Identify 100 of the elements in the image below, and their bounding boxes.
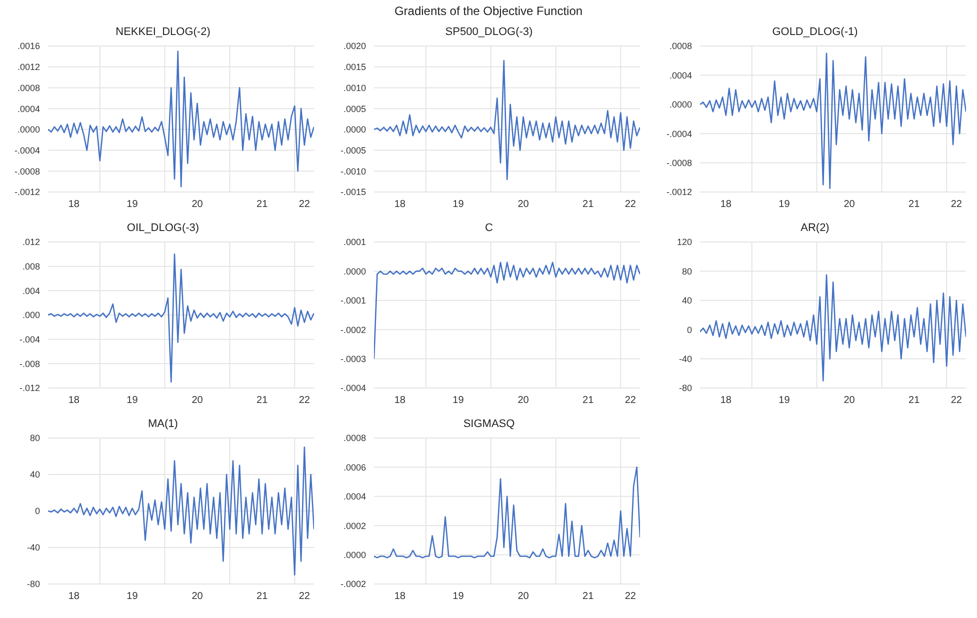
y-tick-label: -80 <box>678 383 692 394</box>
y-tick-label: -.012 <box>19 383 40 394</box>
line-series <box>374 466 640 558</box>
x-tick-label: 20 <box>844 199 856 210</box>
chart-title: SIGMASQ <box>462 417 516 432</box>
chart-title: C <box>484 221 494 236</box>
x-tick-label: 22 <box>298 395 310 406</box>
y-tick-label: 120 <box>676 237 692 248</box>
y-tick-label: -.0008 <box>666 158 692 168</box>
line-series <box>374 60 640 180</box>
x-tick-label: 19 <box>452 395 464 406</box>
y-tick-label: .0008 <box>17 82 40 93</box>
y-tick-label: -.0003 <box>340 354 366 364</box>
y-tick-label: .0000 <box>669 100 692 110</box>
x-tick-label: 18 <box>394 591 406 602</box>
y-tick-label: .0005 <box>343 104 366 114</box>
y-tick-label: -.0004 <box>14 145 40 156</box>
x-tick-label: 21 <box>908 395 920 406</box>
y-tick-label: -.0005 <box>340 145 366 156</box>
x-tick-label: 22 <box>624 591 636 602</box>
x-tick-label: 20 <box>192 395 204 406</box>
y-tick-label: .0016 <box>17 41 40 52</box>
x-tick-label: 19 <box>452 591 464 602</box>
x-tick-label: 18 <box>394 395 406 406</box>
chart-title: SP500_DLOG(-3) <box>444 25 534 40</box>
x-tick-label: 21 <box>582 395 594 406</box>
x-tick-label: 22 <box>950 395 962 406</box>
text: Gradients of the Objective Function <box>393 4 584 18</box>
x-tick-label: 22 <box>950 199 962 210</box>
y-tick-label: -.0002 <box>340 579 366 590</box>
y-tick-label: -.004 <box>19 334 40 345</box>
y-tick-label: -80 <box>26 579 40 590</box>
line-series <box>700 274 966 382</box>
chart-title: NEKKEI_DLOG(-2) <box>114 25 212 40</box>
x-tick-label: 19 <box>126 395 138 406</box>
y-tick-label: -.008 <box>19 358 40 369</box>
y-tick-label: .0000 <box>343 266 366 276</box>
y-tick-label: .0008 <box>343 433 366 444</box>
y-tick-label: .012 <box>22 237 40 248</box>
x-tick-label: 22 <box>298 199 310 210</box>
x-tick-label: 18 <box>68 395 80 406</box>
x-tick-label: 20 <box>518 199 530 210</box>
line-series <box>48 446 314 576</box>
y-tick-label: -.0004 <box>666 128 692 139</box>
y-tick-label: .0008 <box>669 41 692 52</box>
line-series <box>48 254 314 383</box>
x-tick-label: 18 <box>720 395 732 406</box>
chart-title: OIL_DLOG(-3) <box>126 221 200 236</box>
y-tick-label: .0000 <box>343 124 366 135</box>
x-tick-label: 21 <box>256 591 268 602</box>
y-tick-label: .0015 <box>343 62 366 72</box>
y-tick-label: .0002 <box>343 520 366 531</box>
x-tick-label: 22 <box>624 395 636 406</box>
x-tick-label: 19 <box>778 395 790 406</box>
chart-title: AR(2) <box>800 221 830 236</box>
x-tick-label: 19 <box>778 199 790 210</box>
line-series <box>700 52 966 189</box>
chart-title: MA(1) <box>147 417 179 432</box>
chart-title: GOLD_DLOG(-1) <box>771 25 859 40</box>
y-tick-label: 80 <box>30 433 40 444</box>
y-tick-label: -.0012 <box>666 187 692 198</box>
x-tick-label: 22 <box>298 591 310 602</box>
x-tick-label: 21 <box>256 199 268 210</box>
y-tick-label: -.0012 <box>14 187 40 198</box>
y-tick-label: -.0004 <box>340 383 366 394</box>
x-tick-label: 20 <box>518 395 530 406</box>
y-tick-label: -.0010 <box>340 166 366 176</box>
y-tick-label: .000 <box>22 310 40 320</box>
y-tick-label: 80 <box>682 266 692 276</box>
y-tick-label: .008 <box>22 262 40 272</box>
y-tick-label: 40 <box>682 296 692 306</box>
y-tick-label: .0004 <box>669 70 692 80</box>
y-tick-label: 0 <box>34 506 40 516</box>
y-tick-label: -.0015 <box>340 187 366 198</box>
x-tick-label: 19 <box>126 199 138 210</box>
y-tick-label: -.0001 <box>340 296 366 306</box>
x-tick-label: 21 <box>908 199 920 210</box>
y-tick-label: .0000 <box>17 124 40 135</box>
x-tick-label: 22 <box>624 199 636 210</box>
y-tick-label: -.0002 <box>340 324 366 335</box>
x-tick-label: 20 <box>518 591 530 602</box>
y-tick-label: .0000 <box>343 550 366 560</box>
y-tick-label: .004 <box>22 286 40 296</box>
y-tick-label: .0006 <box>343 462 366 472</box>
y-tick-label: .0004 <box>17 104 40 114</box>
x-tick-label: 21 <box>256 395 268 406</box>
x-tick-label: 21 <box>582 199 594 210</box>
x-tick-label: 20 <box>844 395 856 406</box>
y-tick-label: .0020 <box>343 41 366 52</box>
x-tick-label: 19 <box>452 199 464 210</box>
x-tick-label: 18 <box>394 199 406 210</box>
y-tick-label: .0012 <box>17 62 40 72</box>
x-tick-label: 20 <box>192 199 204 210</box>
line-series <box>48 50 314 188</box>
y-tick-label: 40 <box>30 470 40 480</box>
x-tick-label: 21 <box>582 591 594 602</box>
y-tick-label: -.0008 <box>14 166 40 176</box>
y-tick-label: .0001 <box>343 237 366 248</box>
x-tick-label: 20 <box>192 591 204 602</box>
x-tick-label: 18 <box>720 199 732 210</box>
